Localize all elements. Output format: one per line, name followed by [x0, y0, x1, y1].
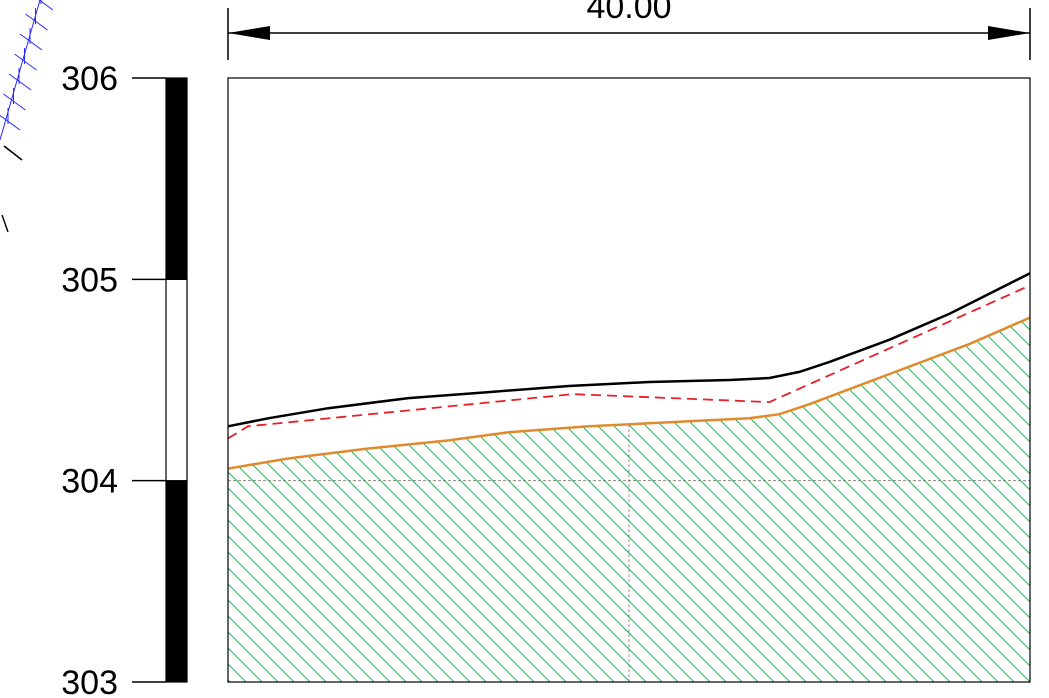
hatch-line	[228, 317, 509, 682]
hatch-line	[228, 317, 477, 682]
hatch-line	[919, 317, 1030, 682]
side-hatch-stroke	[19, 33, 43, 51]
hatch-line	[228, 317, 253, 682]
hatch-line	[759, 317, 1030, 682]
scale-bar-segment	[165, 77, 188, 280]
hatch-line	[935, 317, 1030, 682]
hatch-line	[1015, 317, 1030, 682]
hatch-line	[228, 317, 429, 682]
hatch-line	[228, 317, 317, 682]
hatch-line	[228, 317, 397, 682]
hatch-line	[839, 317, 1030, 682]
hatch-line	[1032, 300, 1049, 698]
hatch-line	[887, 317, 1030, 682]
hatch-line	[0, 300, 60, 698]
side-hatch-stroke	[8, 73, 32, 91]
hatch-line	[228, 317, 525, 682]
side-hatch-stroke	[0, 114, 21, 131]
hatch-line	[743, 317, 1030, 682]
dimension-label: 40.00	[586, 0, 671, 26]
hatch-line	[228, 317, 557, 682]
hatch-line	[871, 317, 1030, 682]
hatch-line	[228, 317, 349, 682]
hatch-line	[855, 317, 1030, 682]
side-hatch-stroke	[25, 13, 48, 31]
hatch-line	[0, 300, 12, 698]
hatch-line	[228, 317, 461, 682]
hatch-line	[903, 317, 1030, 682]
design-line	[227, 284, 1031, 440]
hatch-line	[0, 300, 44, 698]
elevation-axis: 306 305 304 303	[61, 60, 188, 698]
hatch-line	[228, 317, 381, 682]
ground-line	[227, 272, 1031, 428]
side-hatch-mark	[1, 214, 9, 233]
side-hatch-stroke	[38, 0, 54, 11]
hatch-line	[0, 300, 28, 698]
hatch-line	[228, 317, 365, 682]
axis-tick-label: 303	[61, 664, 118, 698]
hatch-line	[228, 317, 285, 682]
dimension-arrow-right	[988, 26, 1030, 40]
ground-hatch	[0, 300, 1049, 698]
hatch-line	[647, 317, 1030, 682]
side-hatch-mark	[3, 145, 23, 161]
scale-bar-segment	[165, 480, 188, 683]
axis-tick-label: 305	[61, 261, 118, 299]
side-hatch-stroke	[3, 93, 26, 111]
profile-section	[0, 77, 1049, 698]
hatch-line	[228, 317, 541, 682]
side-hatch-edge	[0, 0, 41, 141]
axis-tick-label: 306	[61, 60, 118, 98]
bedrock-line	[227, 316, 1031, 470]
hatch-line	[228, 317, 445, 682]
hatch-line	[228, 317, 301, 682]
hatch-line	[951, 317, 1030, 682]
hatch-line	[727, 317, 1030, 682]
hatch-line	[228, 317, 493, 682]
profile-frame	[227, 77, 1031, 683]
hatch-line	[228, 317, 573, 682]
hatch-line	[228, 317, 333, 682]
dimension-annotation: 40.00	[227, 0, 1031, 60]
hatch-line	[983, 317, 1030, 682]
side-hatch-pattern	[0, 0, 54, 233]
axis-tick-label: 304	[61, 463, 118, 501]
hatch-line	[228, 317, 413, 682]
hatch-line	[228, 317, 237, 682]
hatch-line	[775, 317, 1030, 682]
side-hatch-stroke	[14, 53, 37, 71]
scale-bar-segment	[165, 278, 188, 482]
dimension-arrow-left	[228, 26, 270, 40]
